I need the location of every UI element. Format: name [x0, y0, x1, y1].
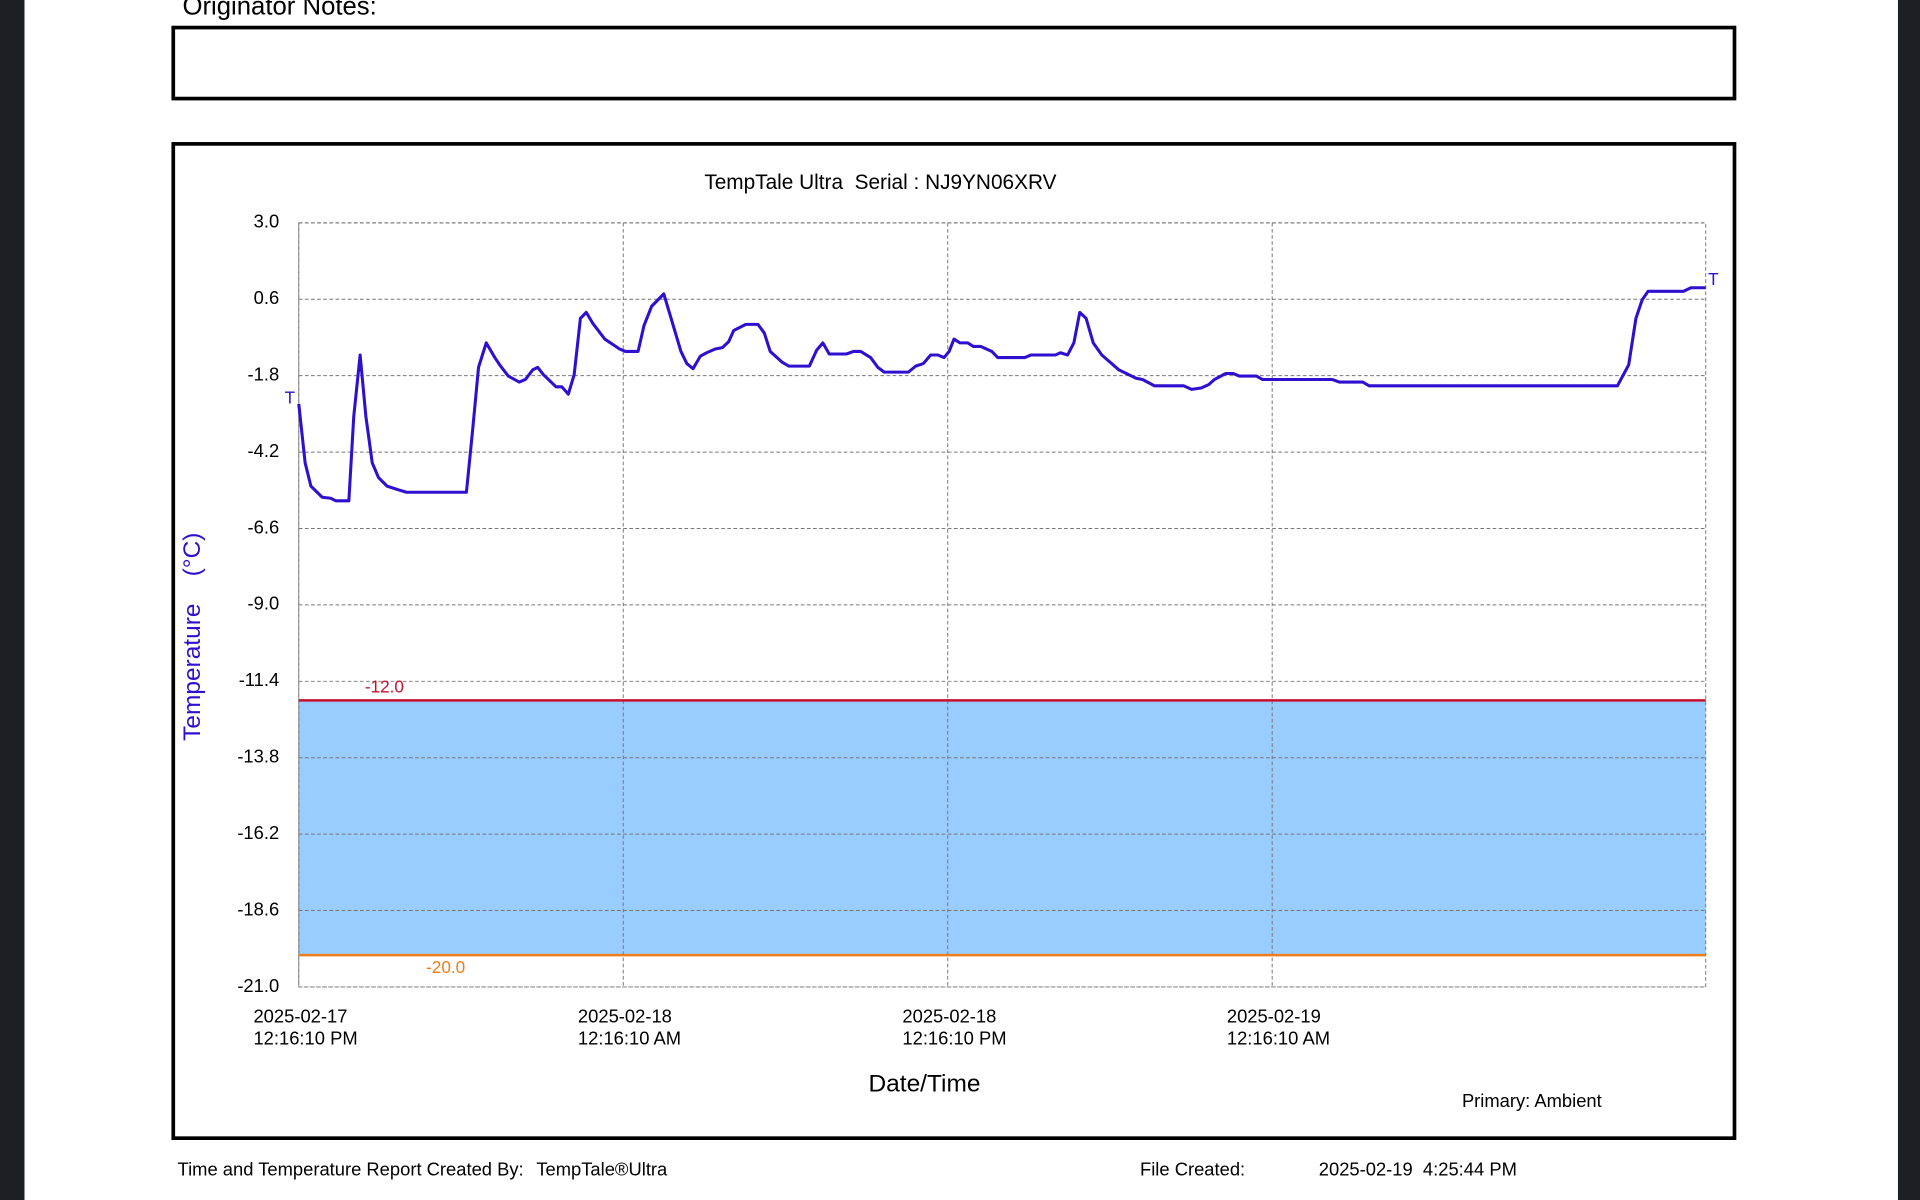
y-tick-label: -16.2: [237, 822, 279, 843]
trip-marker: T: [285, 388, 296, 408]
file-created: 2025-02-19 4:25:44 PM: [1318, 1159, 1517, 1181]
alarm-band: [298, 700, 1706, 956]
chart-title: TempTale Ultra Serial : NJ9YN06XRV: [704, 171, 1056, 194]
notes-box: [171, 25, 1737, 101]
data-line: [297, 286, 1706, 503]
plot-border: [298, 222, 1707, 988]
paper: [24, 0, 1898, 1200]
y-tick-label: 0.6: [254, 287, 280, 308]
trip-marker: T: [1708, 269, 1719, 289]
chart-frame: [171, 142, 1737, 1141]
y-tick-label: -18.6: [237, 898, 279, 919]
x-tick-label: 2025-02-17 12:16:10 PM: [253, 1006, 358, 1050]
file-created-label: File Created:: [1140, 1159, 1246, 1181]
x-tick-label: 2025-02-18 12:16:10 PM: [902, 1006, 1007, 1050]
threshold-label: -12.0: [365, 677, 404, 697]
x-tick-label: 2025-02-18 12:16:10 AM: [577, 1006, 682, 1050]
legend-entry: Primary: Ambient: [1462, 1090, 1602, 1111]
threshold-label: -20.0: [426, 957, 465, 977]
y-tick-label: -9.0: [248, 593, 280, 614]
notes-label: Originator Notes:: [182, 0, 377, 21]
created-by: TempTale®Ultra: [536, 1159, 668, 1181]
y-tick-label: -1.8: [248, 364, 280, 385]
y-tick-label: 3.0: [254, 211, 280, 232]
y-axis-label: Temperature (°C): [179, 533, 206, 741]
y-tick-label: -11.4: [239, 669, 279, 690]
x-tick-label: 2025-02-19 12:16:10 AM: [1226, 1006, 1331, 1050]
created-by-label: Time and Temperature Report Created By:: [177, 1159, 524, 1181]
y-tick-label: -13.8: [237, 746, 279, 767]
y-tick-label: -21.0: [237, 975, 279, 996]
y-tick-label: -4.2: [248, 440, 280, 461]
y-tick-label: -6.6: [248, 516, 280, 537]
x-axis-label: Date/Time: [869, 1070, 981, 1097]
